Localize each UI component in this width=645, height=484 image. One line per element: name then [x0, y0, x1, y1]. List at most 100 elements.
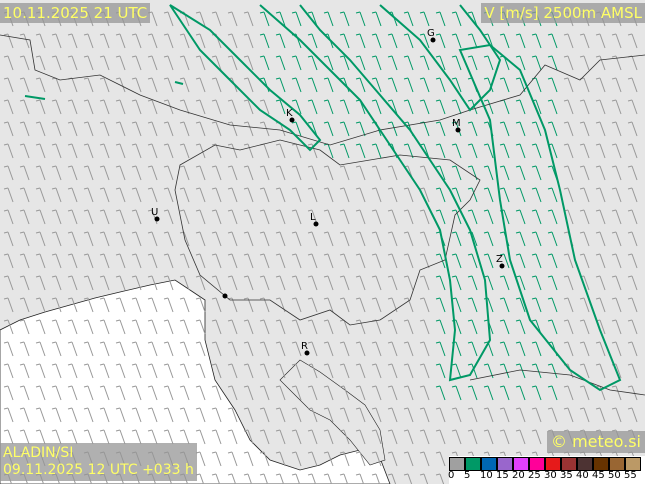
wind-barb — [179, 165, 190, 181]
wind-barb — [547, 55, 558, 71]
wind-barb — [19, 363, 30, 379]
wind-barb — [307, 253, 318, 269]
wind-barb — [515, 363, 526, 379]
wind-barb — [483, 165, 494, 181]
wind-barb — [547, 99, 558, 115]
coast-islands — [279, 359, 386, 466]
wind-barb — [115, 253, 126, 269]
wind-barb — [387, 33, 398, 49]
wind-barb — [323, 55, 334, 71]
legend-swatch — [529, 457, 545, 471]
wind-barb — [611, 209, 622, 225]
wind-barb — [3, 385, 14, 401]
wind-barb — [291, 209, 302, 225]
wind-barb — [99, 385, 110, 401]
wind-barb — [35, 429, 46, 445]
wind-barb — [307, 187, 318, 203]
wind-barb — [275, 55, 286, 71]
wind-barb — [83, 385, 94, 401]
wind-barb — [99, 121, 110, 137]
wind-barb — [275, 99, 286, 115]
wind-barb — [243, 209, 254, 225]
wind-barb — [227, 11, 238, 27]
wind-barb — [323, 363, 334, 379]
wind-barb — [179, 77, 190, 93]
wind-barb — [547, 77, 558, 93]
wind-barb — [147, 187, 158, 203]
wind-barb — [275, 77, 286, 93]
wind-barb — [99, 209, 110, 225]
wind-barb — [19, 187, 30, 203]
wind-barb — [483, 187, 494, 203]
wind-barb — [451, 187, 462, 203]
wind-barb — [563, 33, 574, 49]
wind-barb — [339, 253, 350, 269]
wind-barb — [67, 363, 78, 379]
wind-barb — [19, 253, 30, 269]
wind-barb — [579, 187, 590, 203]
wind-barb — [531, 407, 542, 423]
wind-barb — [243, 11, 254, 27]
wind-barb — [531, 187, 542, 203]
wind-barb — [163, 231, 174, 247]
wind-barb — [323, 407, 334, 423]
wind-barb — [371, 209, 382, 225]
wind-barb — [467, 33, 478, 49]
wind-barb — [83, 297, 94, 313]
wind-barb — [579, 99, 590, 115]
wind-barb — [339, 187, 350, 203]
wind-barb — [291, 165, 302, 181]
wind-barb — [19, 385, 30, 401]
legend-tick: 55 — [624, 470, 637, 481]
wind-barb — [99, 77, 110, 93]
wind-barb — [163, 77, 174, 93]
wind-barb — [467, 319, 478, 335]
wind-barb — [259, 231, 270, 247]
wind-barb — [291, 451, 302, 467]
wind-barb — [3, 99, 14, 115]
wind-barb — [243, 275, 254, 291]
wind-barb — [419, 187, 430, 203]
wind-barb — [307, 385, 318, 401]
wind-barb — [291, 231, 302, 247]
legend-swatch — [577, 457, 593, 471]
wind-barb — [579, 55, 590, 71]
copyright-label[interactable]: © meteo.si — [546, 431, 645, 453]
wind-barb — [419, 407, 430, 423]
wind-barb — [355, 319, 366, 335]
wind-barb — [515, 187, 526, 203]
wind-barb — [323, 319, 334, 335]
wind-barb — [275, 253, 286, 269]
wind-barb — [435, 187, 446, 203]
wind-barb — [627, 187, 638, 203]
wind-barb — [195, 121, 206, 137]
wind-barb — [531, 429, 542, 445]
city-label: G — [427, 28, 435, 39]
wind-barb — [403, 33, 414, 49]
wind-barb — [163, 33, 174, 49]
wind-barb — [387, 363, 398, 379]
wind-barb — [115, 187, 126, 203]
wind-barb — [163, 363, 174, 379]
wind-barb — [163, 385, 174, 401]
wind-barb — [355, 407, 366, 423]
wind-barb — [19, 275, 30, 291]
wind-barb — [371, 473, 381, 484]
wind-barb — [243, 187, 254, 203]
wind-barb — [435, 121, 446, 137]
wind-barb — [339, 385, 350, 401]
wind-barb — [211, 341, 222, 357]
wind-barb — [435, 385, 446, 401]
wind-barb — [115, 33, 126, 49]
wind-barb — [211, 363, 222, 379]
wind-barb — [531, 363, 542, 379]
wind-barb — [35, 385, 46, 401]
wind-barb — [611, 319, 622, 335]
wind-barb — [275, 209, 286, 225]
wind-barb — [323, 11, 334, 27]
wind-barb — [179, 187, 190, 203]
wind-barb — [83, 77, 94, 93]
wind-barb — [627, 319, 638, 335]
wind-barb — [67, 429, 78, 445]
city-dot — [289, 117, 295, 123]
